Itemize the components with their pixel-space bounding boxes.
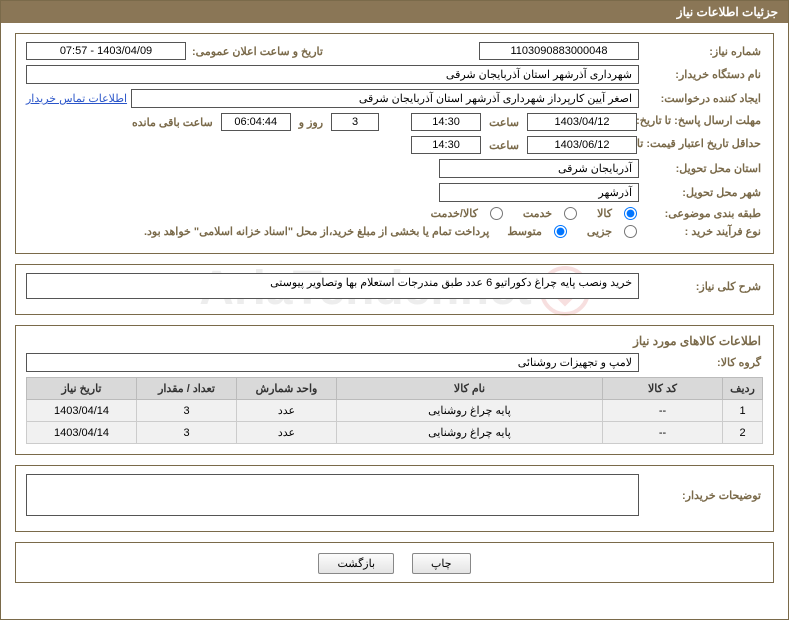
hour-label-1: ساعت bbox=[487, 116, 521, 129]
buttons-box: چاپ بازگشت bbox=[15, 542, 774, 583]
creator-field: اصغر آیین کارپرداز شهرداری آذرشهر استان … bbox=[131, 89, 639, 108]
page-title: جزئیات اطلاعات نیاز bbox=[1, 1, 788, 23]
cell-unit: عدد bbox=[237, 400, 337, 422]
col-unit: واحد شمارش bbox=[237, 378, 337, 400]
cell-row: 2 bbox=[723, 422, 763, 444]
desc-label: شرح کلی نیاز: bbox=[643, 280, 763, 293]
cell-name: پایه چراغ روشنایی bbox=[337, 422, 603, 444]
class-kala-radio[interactable] bbox=[624, 207, 637, 220]
col-date: تاریخ نیاز bbox=[27, 378, 137, 400]
proc-jozi-radio[interactable] bbox=[624, 225, 637, 238]
buyer-label: نام دستگاه خریدار: bbox=[643, 68, 763, 81]
table-row: 2 -- پایه چراغ روشنایی عدد 3 1403/04/14 bbox=[27, 422, 763, 444]
remaining-label: ساعت باقی مانده bbox=[130, 116, 215, 129]
cell-name: پایه چراغ روشنایی bbox=[337, 400, 603, 422]
col-code: کد کالا bbox=[603, 378, 723, 400]
contact-link[interactable]: اطلاعات تماس خریدار bbox=[26, 92, 127, 105]
table-row: 1 -- پایه چراغ روشنایی عدد 3 1403/04/14 bbox=[27, 400, 763, 422]
info-box: شماره نیاز: 1103090883000048 تاریخ و ساع… bbox=[15, 33, 774, 254]
validity-date-field: 1403/06/12 bbox=[527, 136, 637, 154]
print-button[interactable]: چاپ bbox=[412, 553, 471, 574]
class-both-radio[interactable] bbox=[490, 207, 503, 220]
cell-date: 1403/04/14 bbox=[27, 422, 137, 444]
buyer-field: شهرداری آذرشهر استان آذربایجان شرقی bbox=[26, 65, 639, 84]
announce-field: 1403/04/09 - 07:57 bbox=[26, 42, 186, 60]
buyer-notes-label: توضیحات خریدار: bbox=[643, 489, 763, 502]
cell-code: -- bbox=[603, 400, 723, 422]
class-khedmat-label: خدمت bbox=[509, 207, 556, 220]
proc-motavaset-radio[interactable] bbox=[554, 225, 567, 238]
cell-qty: 3 bbox=[137, 400, 237, 422]
desc-field: خرید ونصب پایه چراغ دکوراتیو 6 عدد طبق م… bbox=[26, 273, 639, 299]
city-label: شهر محل تحویل: bbox=[643, 186, 763, 199]
proc-jozi-label: جزیی bbox=[573, 225, 616, 238]
buyer-notes-field bbox=[26, 474, 639, 516]
remaining-field: 06:04:44 bbox=[221, 113, 291, 131]
cell-date: 1403/04/14 bbox=[27, 400, 137, 422]
deadline-label: مهلت ارسال پاسخ: تا تاریخ: bbox=[643, 115, 763, 128]
desc-box: شرح کلی نیاز: خرید ونصب پایه چراغ دکورات… bbox=[15, 264, 774, 315]
creator-label: ایجاد کننده درخواست: bbox=[643, 92, 763, 105]
hour-label-2: ساعت bbox=[487, 139, 521, 152]
items-box: اطلاعات کالاهای مورد نیاز گروه کالا: لام… bbox=[15, 325, 774, 455]
proc-motavaset-label: متوسط bbox=[493, 225, 546, 238]
class-khedmat-radio[interactable] bbox=[564, 207, 577, 220]
items-header: اطلاعات کالاهای مورد نیاز bbox=[631, 334, 763, 348]
col-row: ردیف bbox=[723, 378, 763, 400]
classification-label: طبقه بندی موضوعی: bbox=[643, 207, 763, 220]
proc-note: پرداخت تمام یا بخشی از مبلغ خرید،از محل … bbox=[144, 225, 489, 238]
province-field: آذربایجان شرقی bbox=[439, 159, 639, 178]
validity-label: حداقل تاریخ اعتبار قیمت: تا تاریخ: bbox=[643, 138, 763, 151]
buyer-notes-box: توضیحات خریدار: bbox=[15, 465, 774, 532]
group-label: گروه کالا: bbox=[643, 356, 763, 369]
col-name: نام کالا bbox=[337, 378, 603, 400]
need-number-field: 1103090883000048 bbox=[479, 42, 639, 60]
class-both-label: کالا/خدمت bbox=[417, 207, 482, 220]
validity-hour-field: 14:30 bbox=[411, 136, 481, 154]
back-button[interactable]: بازگشت bbox=[318, 553, 394, 574]
days-field: 3 bbox=[331, 113, 379, 131]
need-number-label: شماره نیاز: bbox=[643, 45, 763, 58]
days-label: روز و bbox=[297, 116, 325, 129]
cell-unit: عدد bbox=[237, 422, 337, 444]
cell-code: -- bbox=[603, 422, 723, 444]
table-header-row: ردیف کد کالا نام کالا واحد شمارش تعداد /… bbox=[27, 378, 763, 400]
deadline-hour-field: 14:30 bbox=[411, 113, 481, 131]
items-table: ردیف کد کالا نام کالا واحد شمارش تعداد /… bbox=[26, 377, 763, 444]
cell-row: 1 bbox=[723, 400, 763, 422]
deadline-date-field: 1403/04/12 bbox=[527, 113, 637, 131]
proc-label: نوع فرآیند خرید : bbox=[643, 225, 763, 238]
col-qty: تعداد / مقدار bbox=[137, 378, 237, 400]
class-kala-label: کالا bbox=[583, 207, 616, 220]
cell-qty: 3 bbox=[137, 422, 237, 444]
announce-label: تاریخ و ساعت اعلان عمومی: bbox=[190, 45, 325, 58]
city-field: آذرشهر bbox=[439, 183, 639, 202]
group-field: لامپ و تجهیزات روشنائی bbox=[26, 353, 639, 372]
province-label: استان محل تحویل: bbox=[643, 162, 763, 175]
